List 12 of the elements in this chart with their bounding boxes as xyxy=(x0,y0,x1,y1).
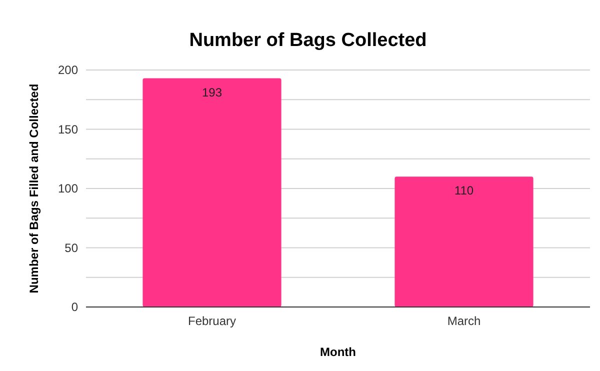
y-tick-label: 200 xyxy=(58,63,78,77)
x-tick-label: March xyxy=(447,314,481,328)
y-tick-label: 50 xyxy=(64,240,78,255)
chart-title: Number of Bags Collected xyxy=(189,30,427,51)
y-tick-label: 0 xyxy=(71,300,78,314)
data-label: 193 xyxy=(202,85,222,100)
x-axis-title: Month xyxy=(320,345,356,359)
x-tick-label: February xyxy=(188,314,236,328)
y-tick-label: 150 xyxy=(58,122,78,136)
data-label: 110 xyxy=(454,184,474,198)
y-tick-label: 100 xyxy=(58,182,78,196)
y-axis-title: Number of Bags Filled and Collected xyxy=(27,84,41,294)
